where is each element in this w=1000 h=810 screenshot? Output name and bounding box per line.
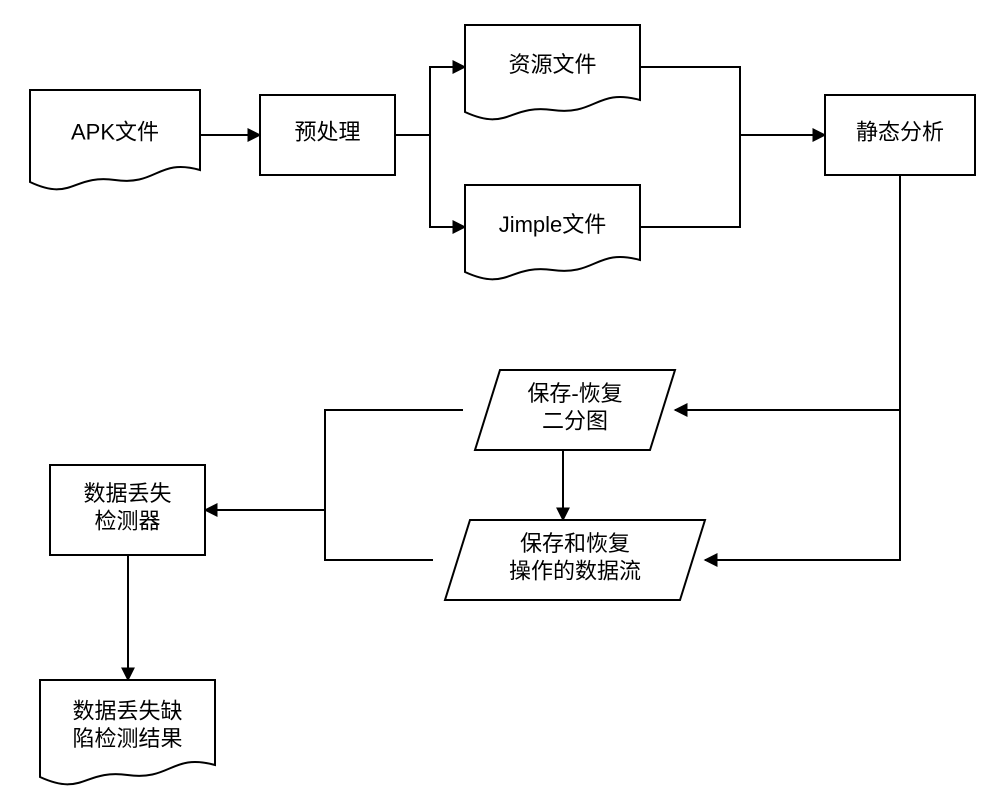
edge-jimple-static <box>640 135 825 227</box>
node-resource: 资源文件 <box>465 25 640 119</box>
node-static: 静态分析 <box>825 95 975 175</box>
node-dataflow: 保存和恢复操作的数据流 <box>445 520 705 600</box>
node-result-label: 陷检测结果 <box>72 726 182 751</box>
node-result: 数据丢失缺陷检测结果 <box>40 680 215 784</box>
node-dataflow-label: 操作的数据流 <box>509 558 641 583</box>
node-detector: 数据丢失检测器 <box>50 465 205 555</box>
node-apk-label: APK文件 <box>71 120 159 145</box>
node-detector-label: 检测器 <box>94 508 160 533</box>
edge-preprocess-jimple <box>395 135 465 227</box>
nodes: APK文件预处理资源文件Jimple文件静态分析保存-恢复二分图保存和恢复操作的… <box>30 25 975 784</box>
node-jimple-label: Jimple文件 <box>499 212 607 237</box>
node-preprocess-label: 预处理 <box>294 120 360 145</box>
node-detector-label: 数据丢失 <box>83 481 171 506</box>
node-bipartite-label: 二分图 <box>542 408 608 433</box>
edge-resource-static <box>640 67 825 135</box>
node-jimple: Jimple文件 <box>465 185 640 279</box>
edge-static-dataflow <box>705 175 900 560</box>
node-bipartite: 保存-恢复二分图 <box>475 370 675 450</box>
node-bipartite-label: 保存-恢复 <box>527 381 622 406</box>
node-preprocess: 预处理 <box>260 95 395 175</box>
node-resource-label: 资源文件 <box>508 52 596 77</box>
edge-bipartite-detector <box>205 410 463 510</box>
edge-dataflow-detector <box>205 510 433 560</box>
node-apk: APK文件 <box>30 90 200 189</box>
flowchart-diagram: APK文件预处理资源文件Jimple文件静态分析保存-恢复二分图保存和恢复操作的… <box>0 0 1000 810</box>
edge-preprocess-resource <box>395 67 465 135</box>
edge-static-bipartite <box>675 175 900 410</box>
node-result-label: 数据丢失缺 <box>72 698 182 723</box>
node-dataflow-label: 保存和恢复 <box>520 531 630 556</box>
node-static-label: 静态分析 <box>856 120 944 145</box>
